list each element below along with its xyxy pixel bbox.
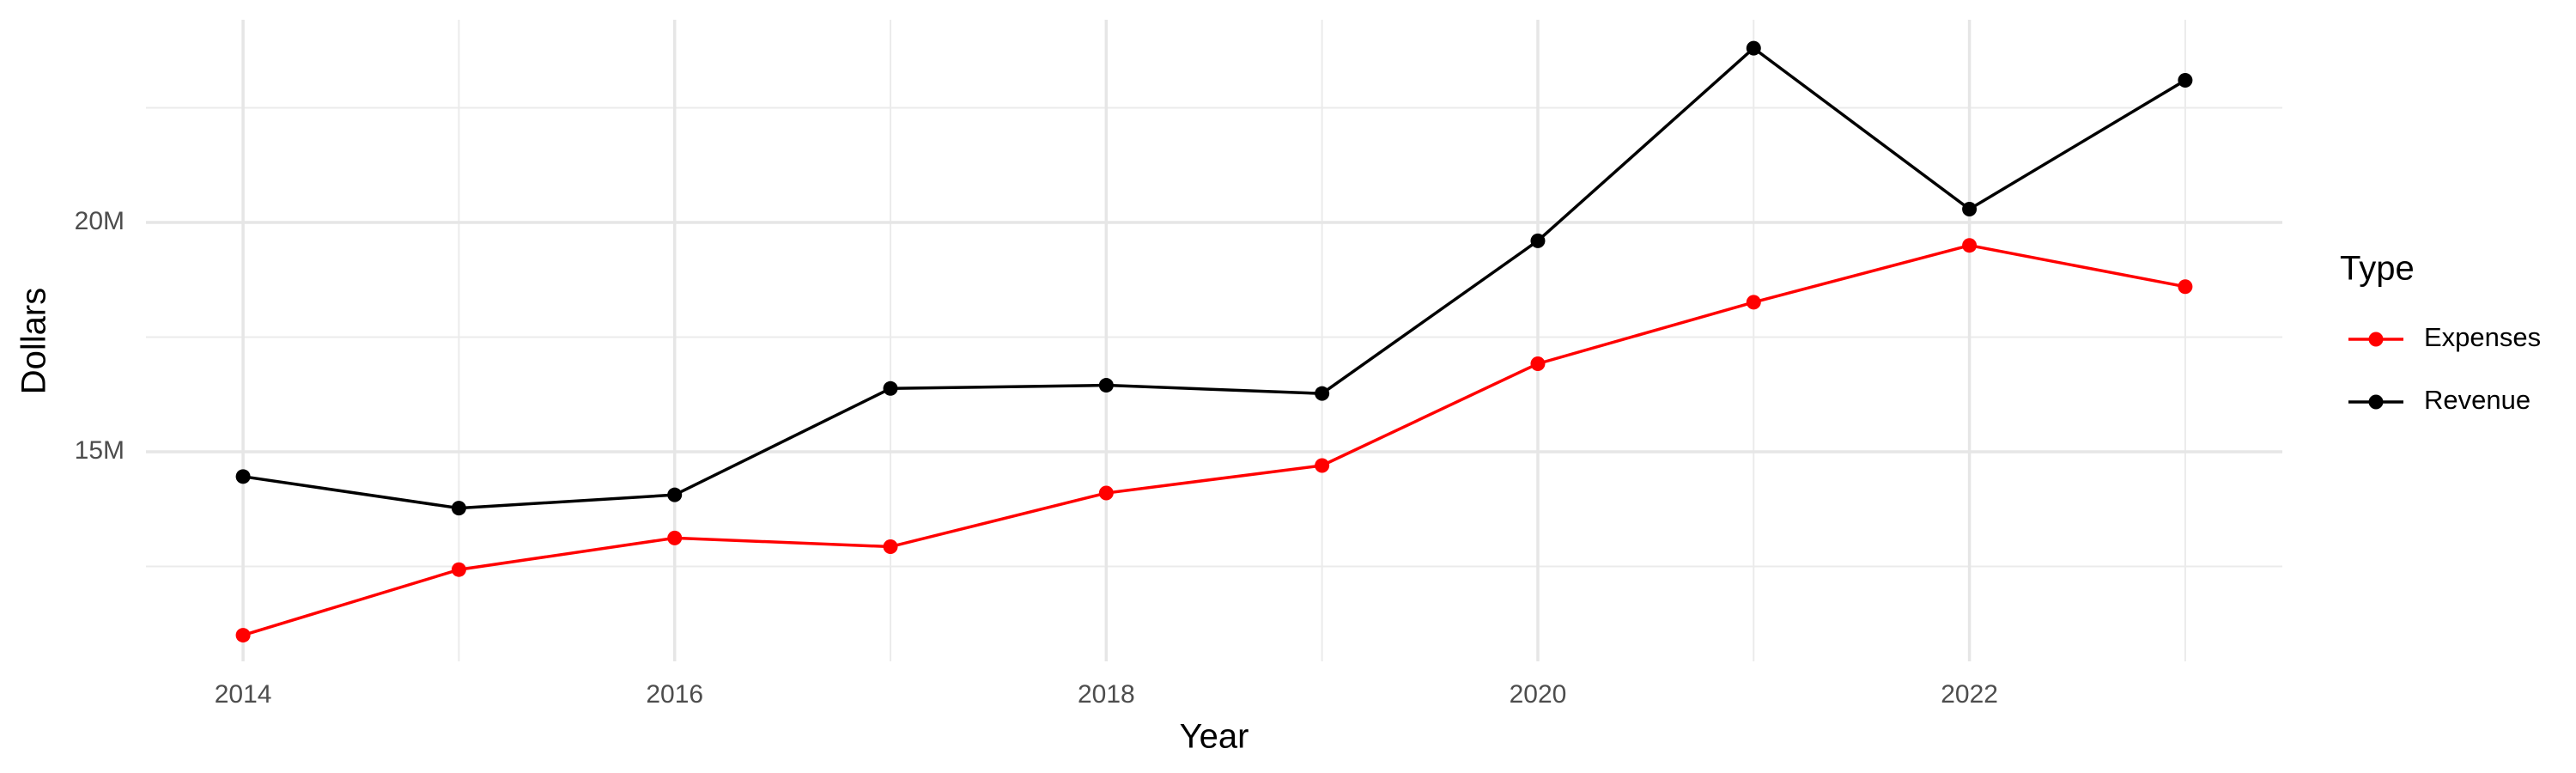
legend-marker: [2368, 332, 2384, 347]
y-tick-label: 20M: [75, 207, 125, 235]
data-point: [883, 539, 898, 555]
data-point: [235, 469, 251, 484]
x-tick-label: 2022: [1941, 680, 1998, 709]
data-point: [2178, 279, 2193, 295]
series-line: [242, 243, 2186, 637]
legend-label: Expenses: [2424, 322, 2541, 352]
data-point: [1530, 356, 1546, 371]
x-tick-label: 2016: [646, 680, 703, 709]
data-point: [2178, 72, 2193, 88]
data-point: [1098, 485, 1114, 501]
data-point: [667, 487, 683, 502]
y-axis-title: Dollars: [15, 288, 53, 394]
data-point: [235, 628, 251, 643]
data-point: [1315, 386, 1330, 401]
legend-label: Revenue: [2424, 385, 2530, 415]
y-tick-label: 15M: [75, 436, 125, 465]
data-point: [1315, 458, 1330, 473]
data-point: [1746, 295, 1761, 310]
x-axis-title: Year: [1180, 718, 1249, 756]
data-point: [1530, 233, 1546, 248]
series-line: [242, 46, 2186, 510]
legend-marker: [2368, 394, 2384, 410]
legend-title: Type: [2340, 250, 2415, 288]
data-point: [1962, 238, 1978, 253]
data-point: [667, 530, 683, 545]
data-point: [1098, 378, 1114, 393]
x-tick-label: 2020: [1510, 680, 1567, 709]
data-point: [1746, 40, 1761, 56]
data-point: [1962, 202, 1978, 217]
data-point: [451, 562, 466, 577]
data-point: [451, 501, 466, 516]
x-tick-label: 2014: [215, 680, 272, 709]
data-point: [883, 380, 898, 396]
x-tick-label: 2018: [1078, 680, 1135, 709]
